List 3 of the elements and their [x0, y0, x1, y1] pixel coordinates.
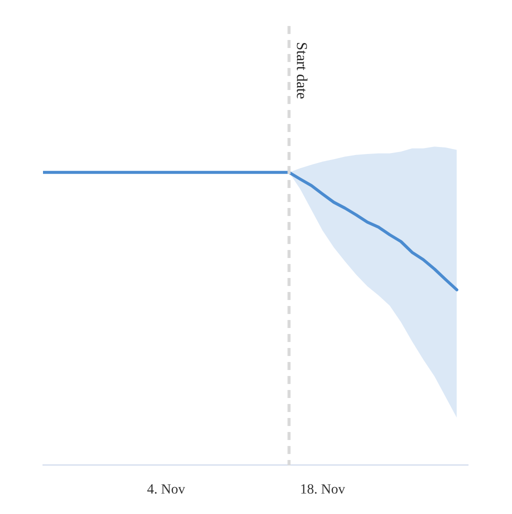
- x-tick-label: 18. Nov: [300, 482, 346, 498]
- ref-line-label: Start date: [293, 42, 310, 100]
- x-tick-label: 4. Nov: [146, 482, 186, 498]
